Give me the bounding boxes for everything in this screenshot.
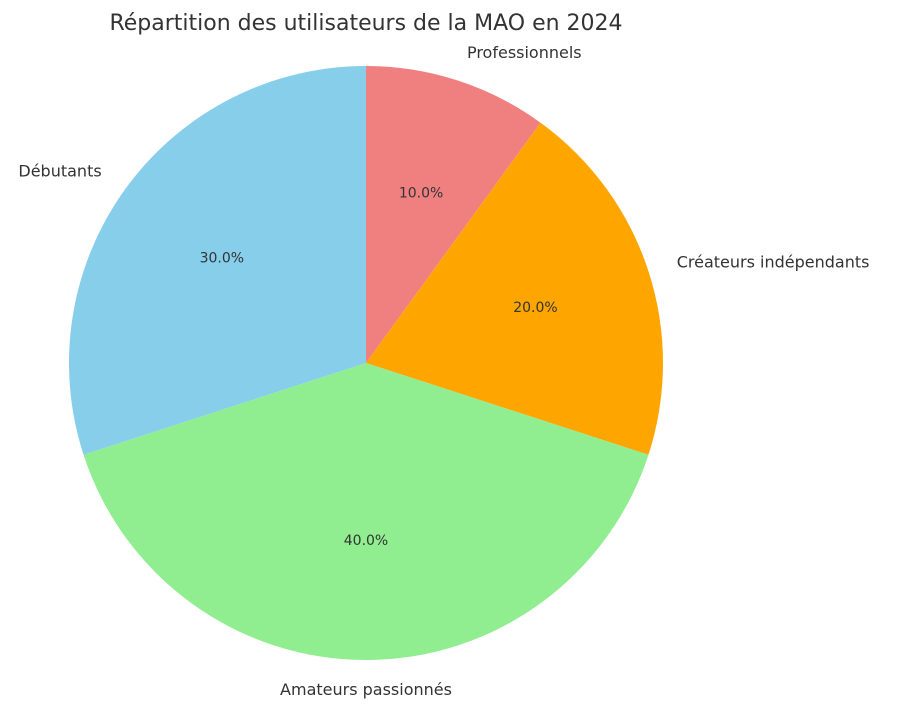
slice-label-amateurs-passionnes: Amateurs passionnés — [280, 680, 452, 699]
slice-label-debutants: Débutants — [18, 161, 101, 180]
pct-label-createurs-independants: 20.0% — [513, 300, 557, 316]
pct-label-professionnels: 10.0% — [399, 186, 443, 202]
pie-slice-debutants — [69, 66, 367, 455]
chart-title: Répartition des utilisateurs de la MAO e… — [109, 11, 622, 36]
slice-label-professionnels: Professionnels — [467, 43, 582, 62]
pct-label-amateurs-passionnes: 40.0% — [344, 533, 388, 549]
pie-slice-amateurs-passionnes — [83, 363, 649, 660]
slice-label-createurs-independants: Créateurs indépendants — [677, 253, 870, 272]
slices-layer — [69, 66, 663, 660]
pie-slice-createurs-independants — [366, 122, 663, 455]
labels-layer: 10.0% Professionnels 20.0% Créateurs indépe… — [18, 43, 869, 699]
pct-label-debutants: 30.0% — [200, 250, 244, 266]
pie-slice-professionnels — [366, 66, 541, 363]
